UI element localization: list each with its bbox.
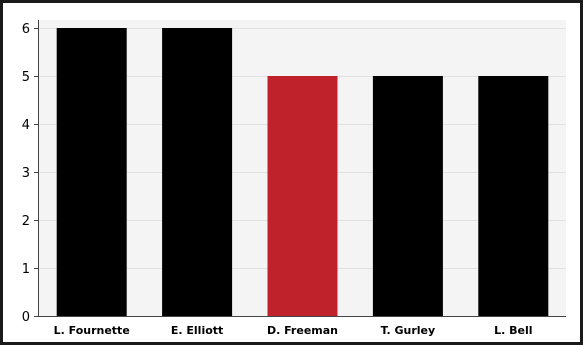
y-tick-label: 6: [22, 22, 30, 37]
y-tick-label: 5: [22, 70, 30, 85]
y-tick-labels: 0 1 2 3 4 5 6: [22, 22, 39, 325]
bar-1: [162, 28, 233, 316]
bar-0: [56, 28, 127, 316]
y-tick-label: 0: [22, 310, 30, 325]
y-tick-label: 2: [22, 214, 30, 229]
bar-4: [478, 76, 549, 316]
x-tick-label: L. Fournette: [54, 324, 130, 337]
x-tick-label: E. Elliott: [171, 324, 223, 337]
bars: [56, 28, 549, 316]
x-tick-label: T. Gurley: [381, 324, 436, 337]
x-tick-label: D. Freeman: [267, 324, 338, 337]
y-tick-label: 1: [22, 262, 30, 277]
bar-3: [372, 76, 443, 316]
axes: [38, 20, 566, 317]
y-tick-label: 4: [22, 118, 30, 133]
bar-2: [267, 76, 338, 316]
x-tick-label: L. Bell: [494, 324, 532, 337]
y-tick-label: 3: [22, 166, 30, 181]
x-tick-labels: L. Fournette E. Elliott D. Freeman T. Gurle…: [54, 324, 533, 337]
